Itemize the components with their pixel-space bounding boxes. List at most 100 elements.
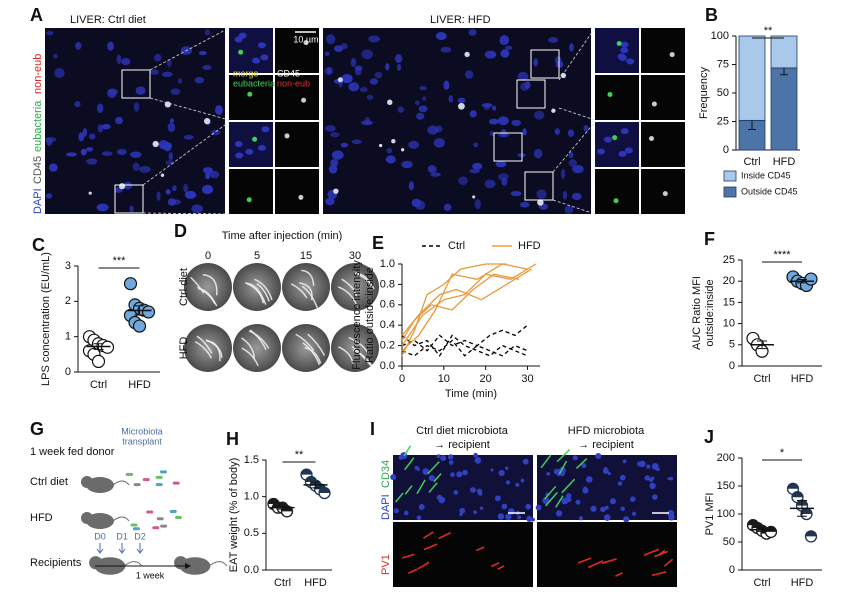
- vessel: [353, 271, 371, 287]
- zoom-guide: [149, 97, 230, 121]
- signal: [648, 136, 654, 142]
- panel-label: C: [32, 235, 45, 255]
- nucleus: [585, 476, 593, 483]
- vessel: [577, 557, 592, 564]
- signal: [651, 101, 657, 107]
- point-half: [787, 483, 799, 489]
- error-bar: [277, 505, 288, 510]
- nucleus: [85, 147, 94, 152]
- cell: [160, 173, 165, 177]
- nucleus: [602, 468, 609, 474]
- y-tick-label: 0.2: [380, 340, 395, 352]
- vessel: [338, 346, 354, 365]
- nucleus: [499, 35, 510, 46]
- vessel: [615, 572, 624, 577]
- error-bar: [797, 279, 807, 284]
- error-bar: [310, 481, 321, 489]
- nucleus: [498, 469, 505, 477]
- header: HFD microbiota: [568, 425, 645, 437]
- y-tick-label: 0.6: [380, 299, 395, 311]
- signal: [662, 191, 668, 197]
- nucleus: [390, 474, 397, 481]
- vessel: [540, 454, 552, 469]
- vessel: [558, 460, 568, 475]
- point-half: [301, 469, 312, 475]
- legend-label: Inside CD45: [741, 170, 791, 180]
- nucleus: [623, 516, 630, 523]
- stain: CD34: [380, 460, 392, 488]
- dish: [331, 263, 379, 311]
- nucleus: [495, 160, 507, 168]
- y-tick-label: 0.5: [244, 527, 259, 539]
- y-tick-label: 100: [717, 508, 735, 520]
- row-label: Ctrl diet: [178, 268, 190, 306]
- signal: [238, 49, 244, 55]
- microbe: [155, 483, 163, 487]
- error-bar: [93, 343, 104, 350]
- nucleus: [78, 132, 85, 142]
- y-tick-label: 3: [65, 260, 71, 272]
- arrow-head: [185, 563, 191, 569]
- nucleus: [204, 29, 210, 36]
- nucleus: [205, 172, 211, 180]
- stain: non-eub: [32, 54, 44, 94]
- nucleus: [191, 204, 203, 214]
- nucleus: [456, 471, 463, 478]
- y-tick-label: 5: [729, 339, 735, 351]
- y-tick-label: 75: [717, 58, 729, 70]
- vessel: [196, 335, 213, 354]
- x-tick-label: HFD: [791, 577, 814, 589]
- cell: [551, 108, 556, 113]
- nucleus: [45, 193, 53, 199]
- nucleus: [457, 97, 466, 104]
- nucleus: [476, 488, 483, 495]
- nucleus: [397, 106, 404, 113]
- nucleus: [161, 71, 173, 78]
- signal: [612, 135, 618, 141]
- vessel: [241, 337, 256, 359]
- legend-label: Ctrl: [448, 240, 465, 252]
- signal: [303, 40, 309, 46]
- vessel: [194, 341, 213, 359]
- vessel: [337, 286, 359, 309]
- vessel: [245, 281, 265, 304]
- nucleus: [261, 126, 270, 133]
- y-axis-label: PV1 MFI: [704, 493, 716, 536]
- nucleus: [169, 118, 174, 124]
- mouse-tail: [112, 480, 130, 486]
- nucleus: [359, 86, 368, 93]
- nucleus: [617, 481, 623, 486]
- nucleus: [447, 454, 454, 460]
- nucleus: [547, 36, 559, 43]
- dose-arrow: [118, 543, 126, 554]
- nucleus: [408, 140, 420, 149]
- mouse-tail: [112, 516, 130, 522]
- column-label: 5: [254, 250, 260, 262]
- vessel: [307, 333, 326, 356]
- zoom-legend: merge: [233, 68, 259, 78]
- nucleus: [533, 148, 543, 159]
- y-axis-label: AUC Ratio MFI: [691, 276, 703, 350]
- nucleus: [194, 76, 205, 84]
- nucleus: [374, 71, 383, 79]
- y-tick-label: 0: [65, 366, 71, 378]
- y-tick-label: 1: [65, 331, 71, 343]
- cell: [378, 143, 383, 148]
- nucleus: [505, 480, 511, 485]
- nucleus: [202, 65, 212, 70]
- vessel: [423, 543, 438, 551]
- nucleus: [75, 41, 82, 50]
- nucleus: [620, 47, 629, 54]
- nucleus: [484, 179, 496, 189]
- nucleus: [568, 159, 577, 167]
- vessel: [248, 330, 270, 349]
- nucleus: [500, 49, 510, 58]
- nucleus: [582, 487, 589, 494]
- nucleus: [330, 132, 340, 138]
- dish: [282, 263, 330, 311]
- nucleus: [617, 53, 626, 60]
- nucleus: [609, 498, 617, 505]
- nucleus: [652, 494, 658, 500]
- header: → recipient: [434, 439, 490, 451]
- signal: [298, 194, 304, 200]
